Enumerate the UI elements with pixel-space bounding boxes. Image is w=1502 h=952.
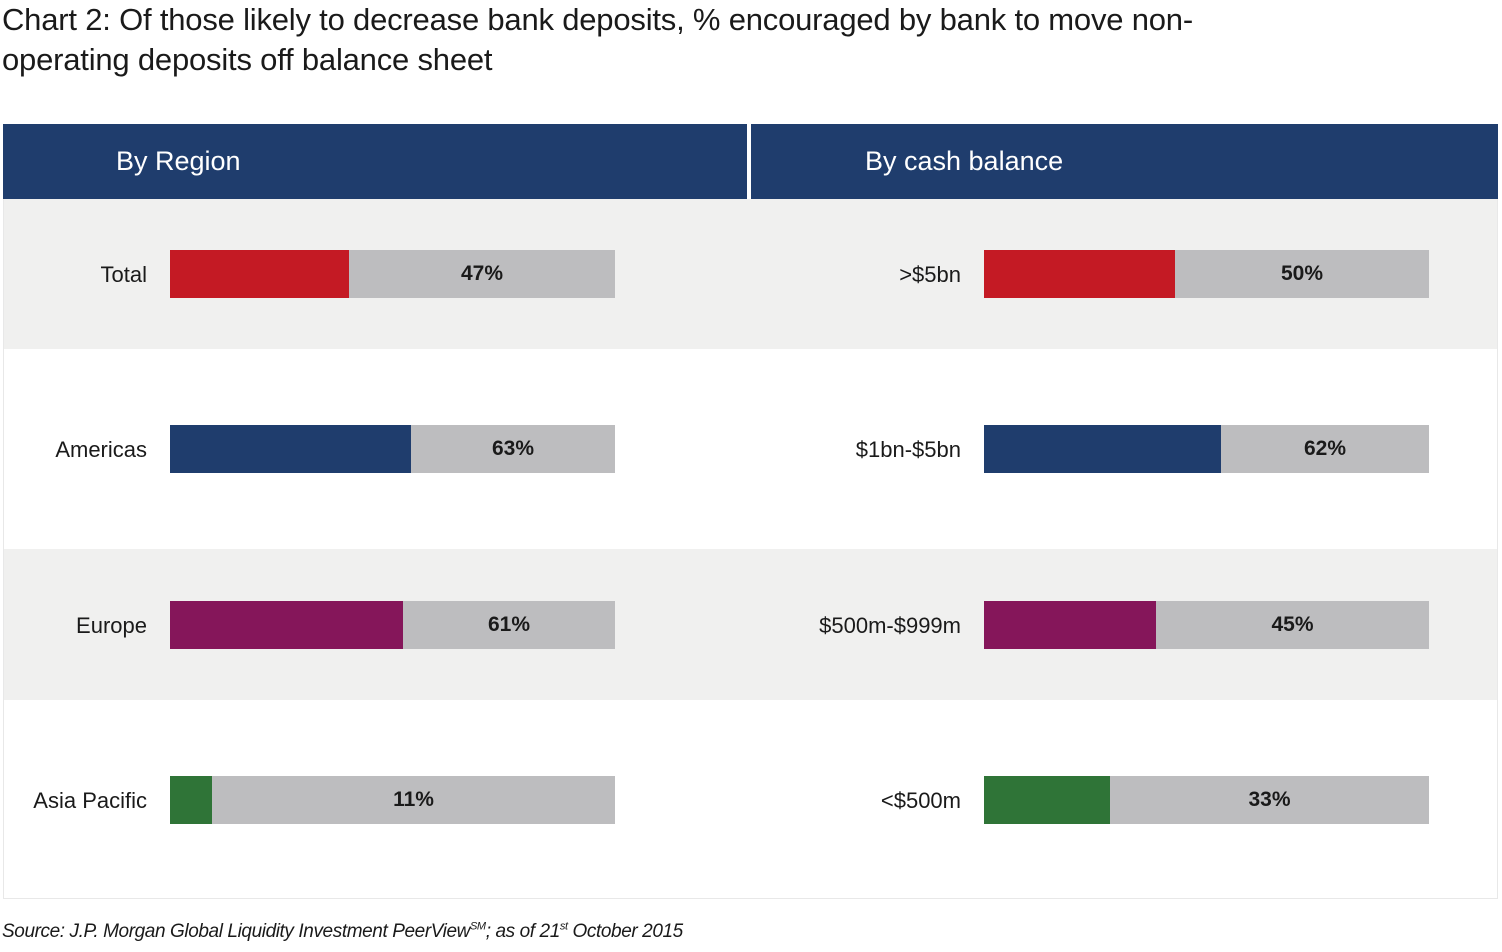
data-label: 33%: [1248, 788, 1291, 811]
bar-track: 45%: [984, 601, 1429, 649]
chart-title-line-1: Chart 2: Of those likely to decrease ban…: [2, 2, 1193, 37]
bar-track: 62%: [984, 425, 1429, 473]
category-label: Europe: [76, 613, 147, 638]
chart-title: Chart 2: Of those likely to decrease ban…: [2, 0, 1482, 80]
category-label: $500m-$999m: [819, 613, 961, 638]
data-label: 63%: [491, 437, 535, 460]
data-label: 62%: [1303, 437, 1347, 460]
data-label: 50%: [1280, 262, 1324, 285]
data-label: 61%: [487, 613, 531, 636]
bar-track: 63%: [170, 425, 615, 473]
bar: [984, 425, 1221, 473]
data-label: 45%: [1271, 613, 1314, 636]
bar-track: 50%: [984, 250, 1429, 298]
data-label: 47%: [460, 262, 504, 285]
bar-track: 61%: [170, 601, 615, 649]
bar-track: 11%: [170, 776, 615, 824]
source-suffix: October 2015: [567, 921, 684, 942]
bar: [170, 601, 403, 649]
category-label: >$5bn: [899, 262, 961, 287]
category-label: <$500m: [880, 788, 961, 813]
chart-title-line-2: operating deposits off balance sheet: [2, 42, 493, 77]
category-label: Asia Pacific: [33, 788, 147, 813]
data-label: 11%: [393, 788, 434, 811]
bar: [170, 776, 212, 824]
bar: [170, 250, 349, 298]
source-superscript-st: st: [559, 920, 568, 933]
category-label: Total: [100, 262, 147, 287]
source-note: Source: J.P. Morgan Global Liquidity Inv…: [2, 921, 683, 943]
category-label: $1bn-$5bn: [855, 437, 961, 462]
bar: [984, 250, 1175, 298]
bar: [984, 601, 1156, 649]
source-superscript-sm: SM: [470, 920, 486, 933]
source-middle: ; as of 21: [485, 921, 561, 942]
bar-track: 33%: [984, 776, 1429, 824]
source-prefix: Source: J.P. Morgan Global Liquidity Inv…: [2, 921, 470, 942]
panel-header-by-region: By Region: [3, 124, 747, 199]
bar-track: 47%: [170, 250, 615, 298]
bar: [984, 776, 1110, 824]
panel-header-by-cash-balance: By cash balance: [751, 124, 1498, 199]
bar: [170, 425, 411, 473]
category-label: Americas: [55, 437, 147, 462]
